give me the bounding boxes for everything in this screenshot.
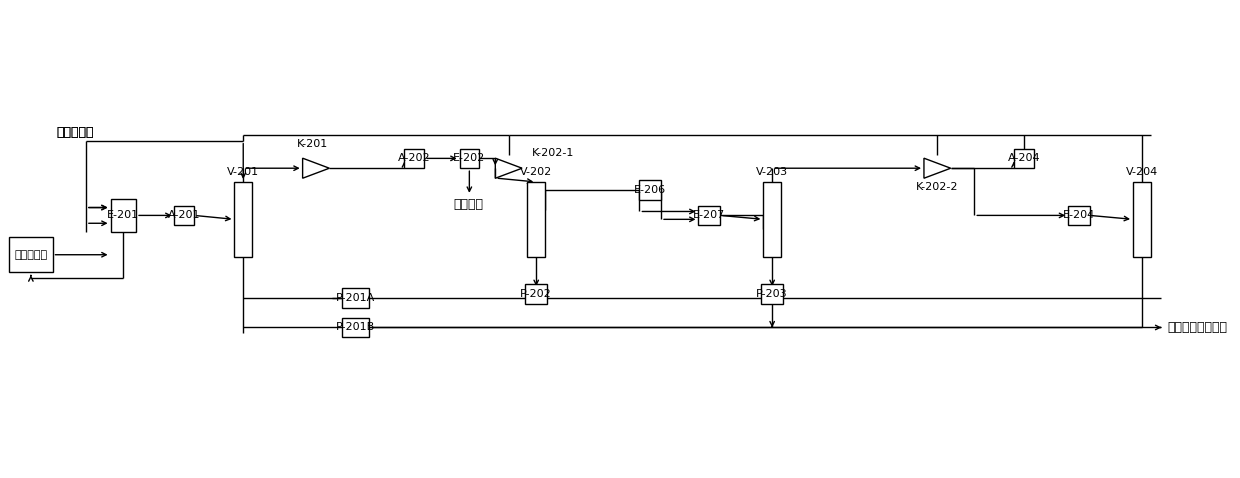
FancyBboxPatch shape: [341, 288, 370, 308]
FancyBboxPatch shape: [234, 182, 252, 257]
FancyBboxPatch shape: [175, 206, 195, 225]
Text: A-202: A-202: [398, 153, 430, 163]
Text: 重整反应器: 重整反应器: [15, 250, 47, 260]
Text: V-201: V-201: [227, 167, 259, 177]
Text: E-206: E-206: [634, 185, 666, 195]
Text: E-201: E-201: [107, 210, 139, 220]
Text: 重整产氢: 重整产氢: [454, 198, 484, 211]
Text: K-202-1: K-202-1: [532, 148, 574, 158]
Text: V-202: V-202: [520, 167, 552, 177]
Text: P-201B: P-201B: [336, 323, 374, 333]
FancyBboxPatch shape: [764, 182, 781, 257]
FancyBboxPatch shape: [1014, 149, 1034, 168]
Text: 精制石脑油: 精制石脑油: [57, 126, 94, 139]
Text: P-203: P-203: [756, 289, 787, 299]
Text: V-203: V-203: [756, 167, 789, 177]
Text: K-201: K-201: [296, 139, 327, 149]
FancyBboxPatch shape: [460, 149, 479, 168]
Text: A-204: A-204: [1008, 153, 1040, 163]
Text: E-207: E-207: [693, 210, 725, 220]
Text: K-202-2: K-202-2: [916, 182, 959, 192]
Text: E-202: E-202: [454, 153, 486, 163]
FancyBboxPatch shape: [640, 180, 661, 200]
FancyBboxPatch shape: [761, 284, 782, 304]
Text: P-202: P-202: [521, 289, 552, 299]
FancyBboxPatch shape: [526, 284, 547, 304]
Text: 精制石脑油: 精制石脑油: [57, 126, 94, 139]
Text: A-201: A-201: [167, 210, 201, 220]
Text: P-201A: P-201A: [336, 293, 374, 303]
FancyBboxPatch shape: [1068, 206, 1090, 225]
Text: V-204: V-204: [1126, 167, 1158, 177]
FancyBboxPatch shape: [698, 206, 720, 225]
Text: 重整油去分餏系统: 重整油去分餏系统: [1167, 321, 1228, 334]
FancyBboxPatch shape: [527, 182, 546, 257]
FancyBboxPatch shape: [341, 318, 370, 337]
Text: E-204: E-204: [1063, 210, 1095, 220]
FancyBboxPatch shape: [404, 149, 424, 168]
FancyBboxPatch shape: [110, 199, 136, 232]
FancyBboxPatch shape: [9, 237, 52, 272]
FancyBboxPatch shape: [1133, 182, 1151, 257]
